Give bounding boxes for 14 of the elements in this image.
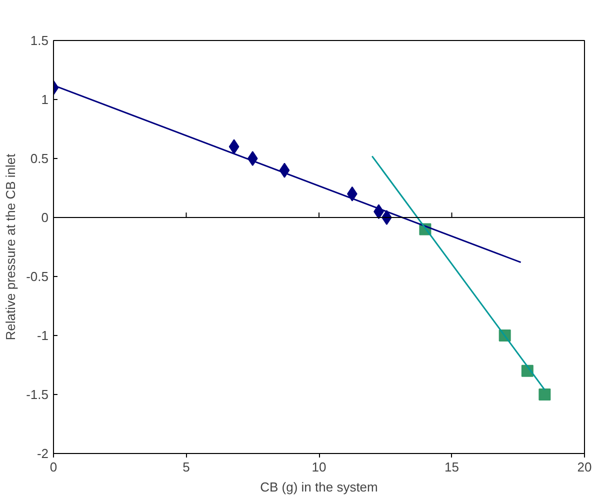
x-tick-label: 15	[444, 460, 459, 474]
y-tick-label: -1	[36, 328, 49, 343]
x-axis-title: CB (g) in the system	[260, 480, 378, 494]
y-axis-title: Relative pressure at the CB inlet	[3, 153, 18, 340]
x-tick-label: 5	[182, 460, 190, 474]
x-tick-label: 20	[577, 460, 592, 474]
y-tick-label: 0	[41, 210, 49, 225]
x-tick-label: 10	[312, 460, 326, 474]
y-tick-label: -1.5	[26, 387, 49, 402]
y-tick-label: 0.5	[30, 151, 49, 166]
y-tick-label: -0.5	[26, 269, 49, 284]
y-tick-label: -2	[36, 446, 49, 461]
y-tick-label: 1.5	[30, 33, 49, 48]
y-tick-label: 1	[41, 92, 49, 107]
